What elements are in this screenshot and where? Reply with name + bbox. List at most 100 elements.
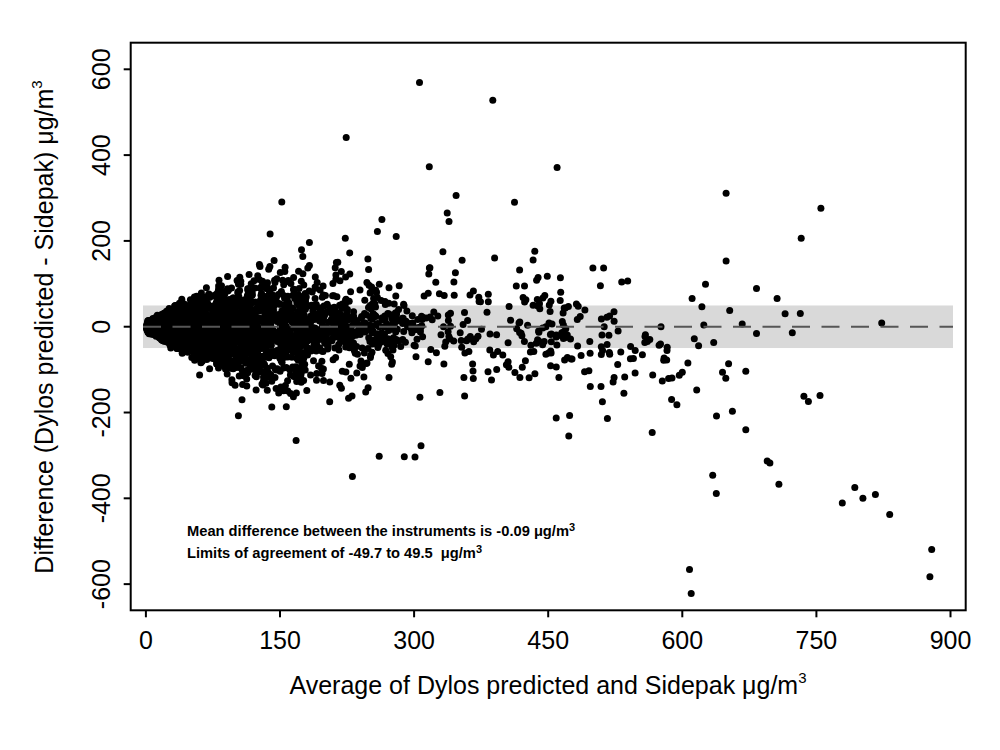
data-point (586, 338, 593, 345)
data-point (470, 375, 477, 382)
data-point (557, 297, 564, 304)
data-point (470, 367, 477, 374)
data-point (238, 300, 245, 307)
data-point (436, 389, 443, 396)
data-point (229, 349, 236, 356)
data-point (365, 266, 372, 273)
data-point (324, 346, 331, 353)
data-point (220, 315, 227, 322)
data-point (709, 472, 716, 479)
data-point (872, 491, 879, 498)
data-point (171, 310, 178, 317)
data-point (327, 305, 334, 312)
data-point (805, 398, 812, 405)
data-point (423, 315, 430, 322)
data-point (441, 292, 448, 299)
data-point (261, 361, 268, 368)
data-point (486, 347, 493, 354)
data-point (766, 460, 773, 467)
data-point (467, 335, 474, 342)
data-point (416, 79, 423, 86)
y-tick-label: 600 (87, 48, 115, 90)
x-tick-label: 750 (796, 626, 838, 654)
data-point (365, 304, 372, 311)
data-point (349, 393, 356, 400)
data-point (168, 320, 175, 327)
data-point (689, 295, 696, 302)
data-point (686, 566, 693, 573)
data-point (218, 349, 225, 356)
data-point (729, 408, 736, 415)
data-point (541, 338, 548, 345)
data-point (381, 336, 388, 343)
data-point (413, 353, 420, 360)
data-point (194, 322, 201, 329)
data-point (485, 368, 492, 375)
data-point (425, 270, 432, 277)
data-point (376, 453, 383, 460)
data-point (886, 511, 893, 518)
data-point (318, 314, 325, 321)
data-point (162, 314, 169, 321)
data-point (389, 341, 396, 348)
data-point (392, 293, 399, 300)
y-tick-label: -200 (87, 387, 115, 437)
data-point (774, 295, 781, 302)
data-point (598, 316, 605, 323)
data-point (545, 350, 552, 357)
data-point (606, 351, 613, 358)
data-point (499, 352, 506, 359)
data-point (561, 305, 568, 312)
data-point (660, 357, 667, 364)
data-point (335, 313, 342, 320)
data-point (439, 248, 446, 255)
bland-altman-plot: 0150300450600750900-600-400-200020040060… (0, 0, 1000, 750)
data-point (402, 339, 409, 346)
data-point (353, 318, 360, 325)
data-point (287, 280, 294, 287)
data-point (926, 573, 933, 580)
data-point (319, 370, 326, 377)
data-point (347, 288, 354, 295)
data-point (587, 350, 594, 357)
data-point (300, 335, 307, 342)
data-point (346, 361, 353, 368)
data-point (228, 343, 235, 350)
data-point (505, 339, 512, 346)
data-point (702, 281, 709, 288)
data-point (516, 267, 523, 274)
data-point (475, 333, 482, 340)
data-point (581, 368, 588, 375)
data-point (300, 305, 307, 312)
data-point (213, 307, 220, 314)
data-point (599, 332, 606, 339)
y-tick-label: 400 (87, 134, 115, 176)
data-point (179, 331, 186, 338)
data-point (430, 308, 437, 315)
data-point (252, 372, 259, 379)
data-point (587, 383, 594, 390)
data-point (458, 337, 465, 344)
data-point (229, 379, 236, 386)
data-point (489, 97, 496, 104)
data-point (247, 347, 254, 354)
data-point (522, 357, 529, 364)
data-point (247, 328, 254, 335)
data-point (589, 264, 596, 271)
data-point (306, 239, 313, 246)
data-point (544, 273, 551, 280)
data-point (198, 298, 205, 305)
data-point (326, 398, 333, 405)
data-point (236, 274, 243, 281)
data-point (817, 205, 824, 212)
data-point (441, 343, 448, 350)
data-point (224, 273, 231, 280)
data-point (256, 307, 263, 314)
data-point (326, 379, 333, 386)
data-point (254, 359, 261, 366)
data-point (242, 319, 249, 326)
data-point (290, 291, 297, 298)
data-point (301, 361, 308, 368)
data-point (557, 289, 564, 296)
data-point (574, 343, 581, 350)
